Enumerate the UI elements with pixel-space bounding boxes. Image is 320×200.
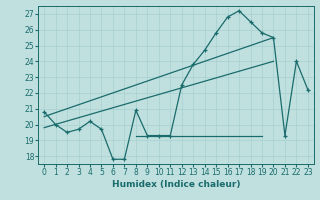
X-axis label: Humidex (Indice chaleur): Humidex (Indice chaleur): [112, 180, 240, 189]
